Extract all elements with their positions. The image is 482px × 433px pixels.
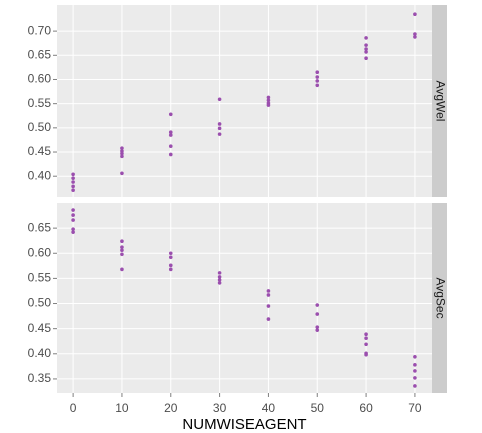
point [364, 336, 368, 341]
point [364, 43, 368, 47]
x-tick-label: 0 [70, 401, 77, 415]
y-tick-label: 0.50 [28, 296, 52, 310]
y-tick-label: 0.45 [28, 144, 52, 158]
x-axis-label: NUMWISEAGENT [182, 416, 306, 433]
point [413, 369, 417, 373]
point [364, 50, 368, 54]
point [120, 154, 124, 159]
point [364, 342, 368, 347]
point [120, 146, 124, 150]
panel-background [57, 5, 432, 197]
point [168, 130, 173, 134]
point [71, 208, 75, 212]
y-tick-label: 0.40 [28, 346, 52, 360]
point [217, 278, 222, 282]
point [364, 352, 368, 357]
facet-strip [432, 203, 447, 393]
point [315, 75, 320, 79]
point [71, 172, 75, 177]
x-tick-label: 60 [359, 401, 373, 415]
x-tick-label: 10 [115, 401, 129, 415]
point [168, 255, 173, 260]
y-tick-label: 0.55 [28, 96, 52, 110]
point [217, 122, 222, 126]
point [217, 126, 222, 131]
point [315, 328, 320, 332]
x-tick-label: 70 [408, 401, 422, 415]
point [266, 317, 271, 321]
point [217, 281, 222, 285]
point [364, 56, 368, 60]
panel-background [57, 203, 432, 393]
point [413, 384, 417, 388]
point [315, 303, 320, 307]
point [266, 289, 271, 293]
x-tick-label: 20 [164, 401, 178, 415]
point [120, 151, 124, 156]
point [168, 112, 173, 117]
point [217, 132, 222, 136]
point [266, 103, 271, 107]
point [168, 152, 173, 157]
point [413, 363, 417, 367]
point [364, 47, 368, 51]
point [168, 263, 173, 268]
y-tick-label: 0.65 [28, 47, 52, 61]
facet-label: AvgWel [433, 81, 447, 122]
facet-strip [432, 5, 447, 197]
point [71, 227, 75, 231]
x-tick-label: 50 [311, 401, 325, 415]
point [71, 230, 75, 234]
point [315, 79, 320, 83]
point [413, 12, 417, 16]
point [217, 271, 222, 275]
y-tick-label: 0.60 [28, 72, 52, 86]
point [217, 97, 222, 102]
point [315, 83, 320, 88]
point [71, 213, 75, 217]
point [71, 218, 75, 222]
point [364, 332, 368, 336]
y-tick-label: 0.60 [28, 245, 52, 259]
point [120, 248, 124, 253]
y-tick-label: 0.40 [28, 168, 52, 182]
point [315, 70, 320, 75]
point [168, 144, 173, 149]
point [266, 293, 271, 297]
point [120, 245, 124, 250]
y-tick-label: 0.35 [28, 371, 52, 385]
x-tick-label: 40 [262, 401, 276, 415]
point [120, 252, 124, 257]
point [71, 184, 75, 189]
point [120, 267, 124, 272]
point [217, 275, 222, 279]
point [266, 304, 271, 308]
y-tick-label: 0.65 [28, 220, 52, 234]
y-tick-label: 0.55 [28, 271, 52, 285]
point [266, 98, 271, 103]
x-tick-label: 30 [213, 401, 227, 415]
point [315, 325, 320, 329]
point [71, 188, 75, 193]
point [413, 35, 417, 39]
point [168, 267, 173, 272]
facet-label: AvgSec [433, 277, 447, 318]
point [71, 176, 75, 180]
y-tick-label: 0.50 [28, 120, 52, 134]
y-tick-label: 0.70 [28, 23, 52, 37]
point [120, 239, 124, 244]
point [413, 376, 417, 380]
point [168, 133, 173, 137]
point [364, 36, 368, 40]
point [71, 180, 75, 184]
point [413, 355, 417, 359]
point [413, 32, 417, 36]
point [120, 171, 124, 176]
y-tick-label: 0.45 [28, 321, 52, 335]
point [315, 312, 320, 316]
point [168, 251, 173, 256]
point [266, 95, 271, 100]
